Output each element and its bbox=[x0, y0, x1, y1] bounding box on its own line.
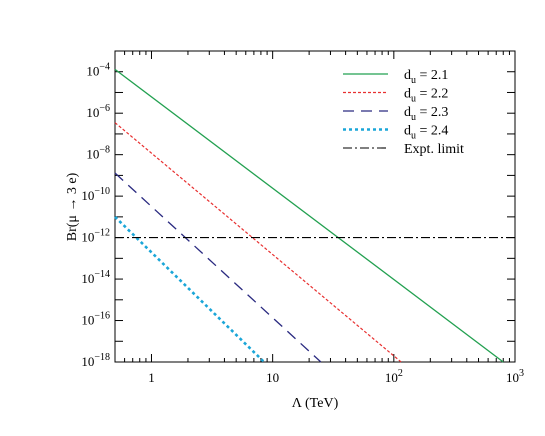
y-tick-label: 10−4 bbox=[86, 62, 110, 79]
x-tick-label: 1 bbox=[148, 370, 155, 385]
x-axis-label: Λ (TeV) bbox=[292, 396, 339, 411]
x-tick-label: 10 bbox=[266, 370, 279, 385]
series-line bbox=[114, 68, 504, 363]
y-tick-label: 10−16 bbox=[81, 311, 110, 328]
y-tick-label: 10−6 bbox=[86, 103, 110, 120]
series-line bbox=[114, 215, 266, 363]
legend-label: du = 2.3 bbox=[404, 105, 448, 123]
y-tick-label: 10−10 bbox=[81, 186, 110, 203]
series-line bbox=[114, 172, 322, 363]
y-tick-label: 10−8 bbox=[86, 145, 110, 162]
x-tick-label: 102 bbox=[385, 368, 403, 385]
x-tick-label: 103 bbox=[506, 368, 524, 385]
legend-label: du = 2.4 bbox=[404, 124, 448, 142]
plot-frame bbox=[114, 50, 516, 363]
y-tick-label: 10−18 bbox=[81, 352, 110, 369]
y-tick-label: 10−12 bbox=[81, 228, 110, 245]
y-tick-label: 10−14 bbox=[81, 269, 110, 286]
series-line bbox=[114, 122, 402, 363]
legend-label: du = 2.2 bbox=[404, 87, 448, 105]
legend-label: Expt. limit bbox=[404, 142, 464, 157]
y-axis-label: Br(μ → 3 e) bbox=[65, 172, 80, 241]
series-lines bbox=[114, 68, 515, 363]
legend-label: du = 2.1 bbox=[404, 68, 448, 86]
axes: 1 10 102 103 10−4 10−6 10−8 10−10 10−12 10−14 10−1… bbox=[81, 50, 524, 385]
